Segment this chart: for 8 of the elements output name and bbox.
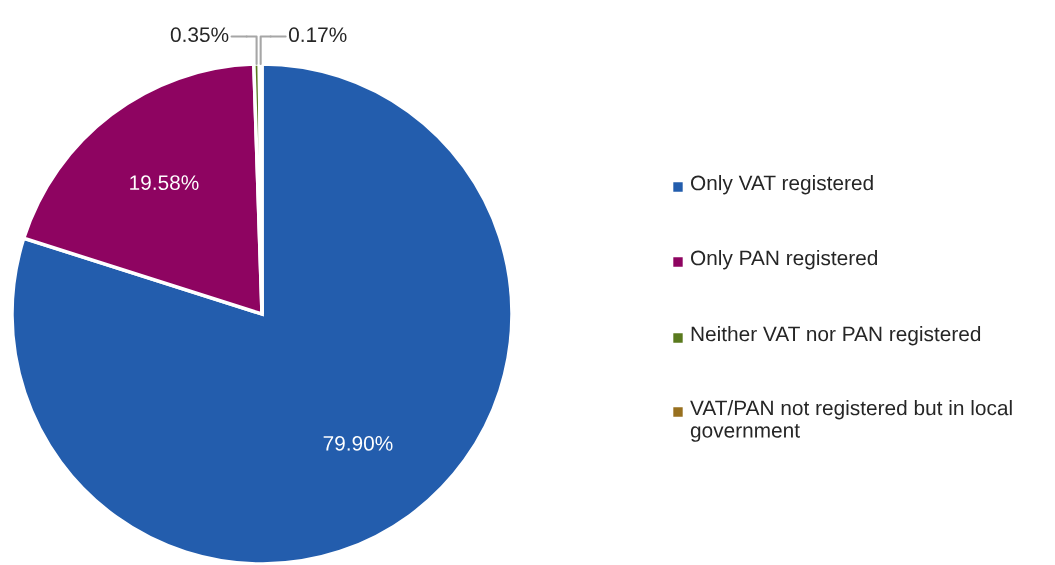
legend-label: Only PAN registered xyxy=(690,250,878,270)
data-label: 19.58% xyxy=(130,175,199,191)
data-label: 0.35% xyxy=(170,27,229,43)
legend-label: Only VAT registered xyxy=(690,175,873,195)
data-label: 0.17% xyxy=(288,27,347,43)
data-label: 79.90% xyxy=(323,436,393,451)
legend-label: Neither VAT nor PAN registered xyxy=(691,326,981,346)
legend-label: VAT/PAN not registered but in local government xyxy=(690,400,1012,442)
